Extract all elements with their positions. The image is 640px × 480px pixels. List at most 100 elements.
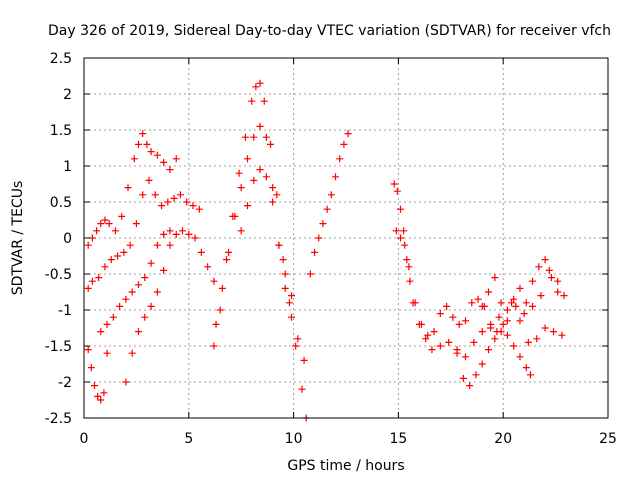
data-point [497,299,505,307]
data-point [231,212,239,220]
data-point [147,148,155,156]
data-point [478,302,486,310]
data-point [510,295,518,303]
grid-layer [84,58,608,418]
data-point [252,83,260,91]
data-point [111,227,119,235]
data-point [103,320,111,328]
data-point [524,338,532,346]
data-point [114,252,122,260]
x-tick-label: 20 [494,431,512,447]
data-point [109,313,117,321]
series-track-h [237,166,296,300]
series-track-c [97,227,218,336]
data-point [281,284,289,292]
data-point [499,320,507,328]
data-point [84,241,92,249]
data-point [164,198,172,206]
data-point [107,256,115,264]
data-point [235,169,243,177]
series-track-j [390,180,568,361]
data-point [547,274,555,282]
x-tick-label: 15 [389,431,407,447]
data-point [172,155,180,163]
data-point [262,173,270,181]
data-point [158,202,166,210]
data-point [267,140,275,148]
data-point [436,310,444,318]
data-point [497,328,505,336]
data-point [195,205,203,213]
data-point [461,317,469,325]
data-point [336,155,344,163]
data-point [508,299,516,307]
data-point [478,360,486,368]
data-point [256,122,264,130]
data-point [495,313,503,321]
data-point [332,173,340,181]
y-tick-label: 1 [63,159,72,175]
data-point [130,155,138,163]
data-point [453,349,461,357]
data-point [241,133,249,141]
data-point [327,191,335,199]
data-point [323,205,331,213]
data-point [288,292,296,300]
data-point [474,295,482,303]
data-point [84,284,92,292]
data-point [545,266,553,274]
data-point [537,292,545,300]
data-point [250,133,258,141]
x-axis-title: GPS time / hours [287,458,404,474]
data-point [153,288,161,296]
data-point [468,299,476,307]
y-tick-label: -1 [58,303,72,319]
data-point [405,263,413,271]
y-axis-title: SDTVAR / TECUs [10,181,26,296]
y-tick-label: 1.5 [50,123,72,139]
data-point [503,331,511,339]
data-point [248,97,256,105]
data-point [560,292,568,300]
data-point [554,288,562,296]
data-point [210,342,218,350]
data-point [124,184,132,192]
data-point [491,274,499,282]
data-point [122,295,130,303]
data-point [223,256,231,264]
data-point [151,191,159,199]
data-point [292,342,300,350]
data-point [97,396,105,404]
data-point [516,284,524,292]
data-point [275,241,283,249]
data-point [90,382,98,390]
data-point [128,288,136,296]
series-track-e [122,241,174,386]
y-tick-label: -2.5 [45,411,72,427]
data-point [487,324,495,332]
data-point [485,346,493,354]
data-point [459,374,467,382]
data-point [311,248,319,256]
data-point [237,227,245,235]
data-point [134,328,142,336]
data-point [94,392,102,400]
data-point [269,184,277,192]
data-point [288,313,296,321]
data-point [510,342,518,350]
x-tick-label: 5 [184,431,193,447]
x-tick-label: 0 [80,431,89,447]
data-point [400,227,408,235]
data-point [141,313,149,321]
data-point [116,302,124,310]
tick-layer: 0 5 10 15 20 25 -2.5 -2 -1.5 -1 -0.5 0 0.5 1 1.5 2 2.5 [45,51,617,447]
data-point [436,342,444,350]
series-track-m [478,256,562,325]
data-point [176,191,184,199]
data-point [95,274,103,282]
data-point [449,313,457,321]
series-track-k [392,227,566,346]
data-point [443,302,451,310]
data-point [143,140,151,148]
data-point [260,97,268,105]
